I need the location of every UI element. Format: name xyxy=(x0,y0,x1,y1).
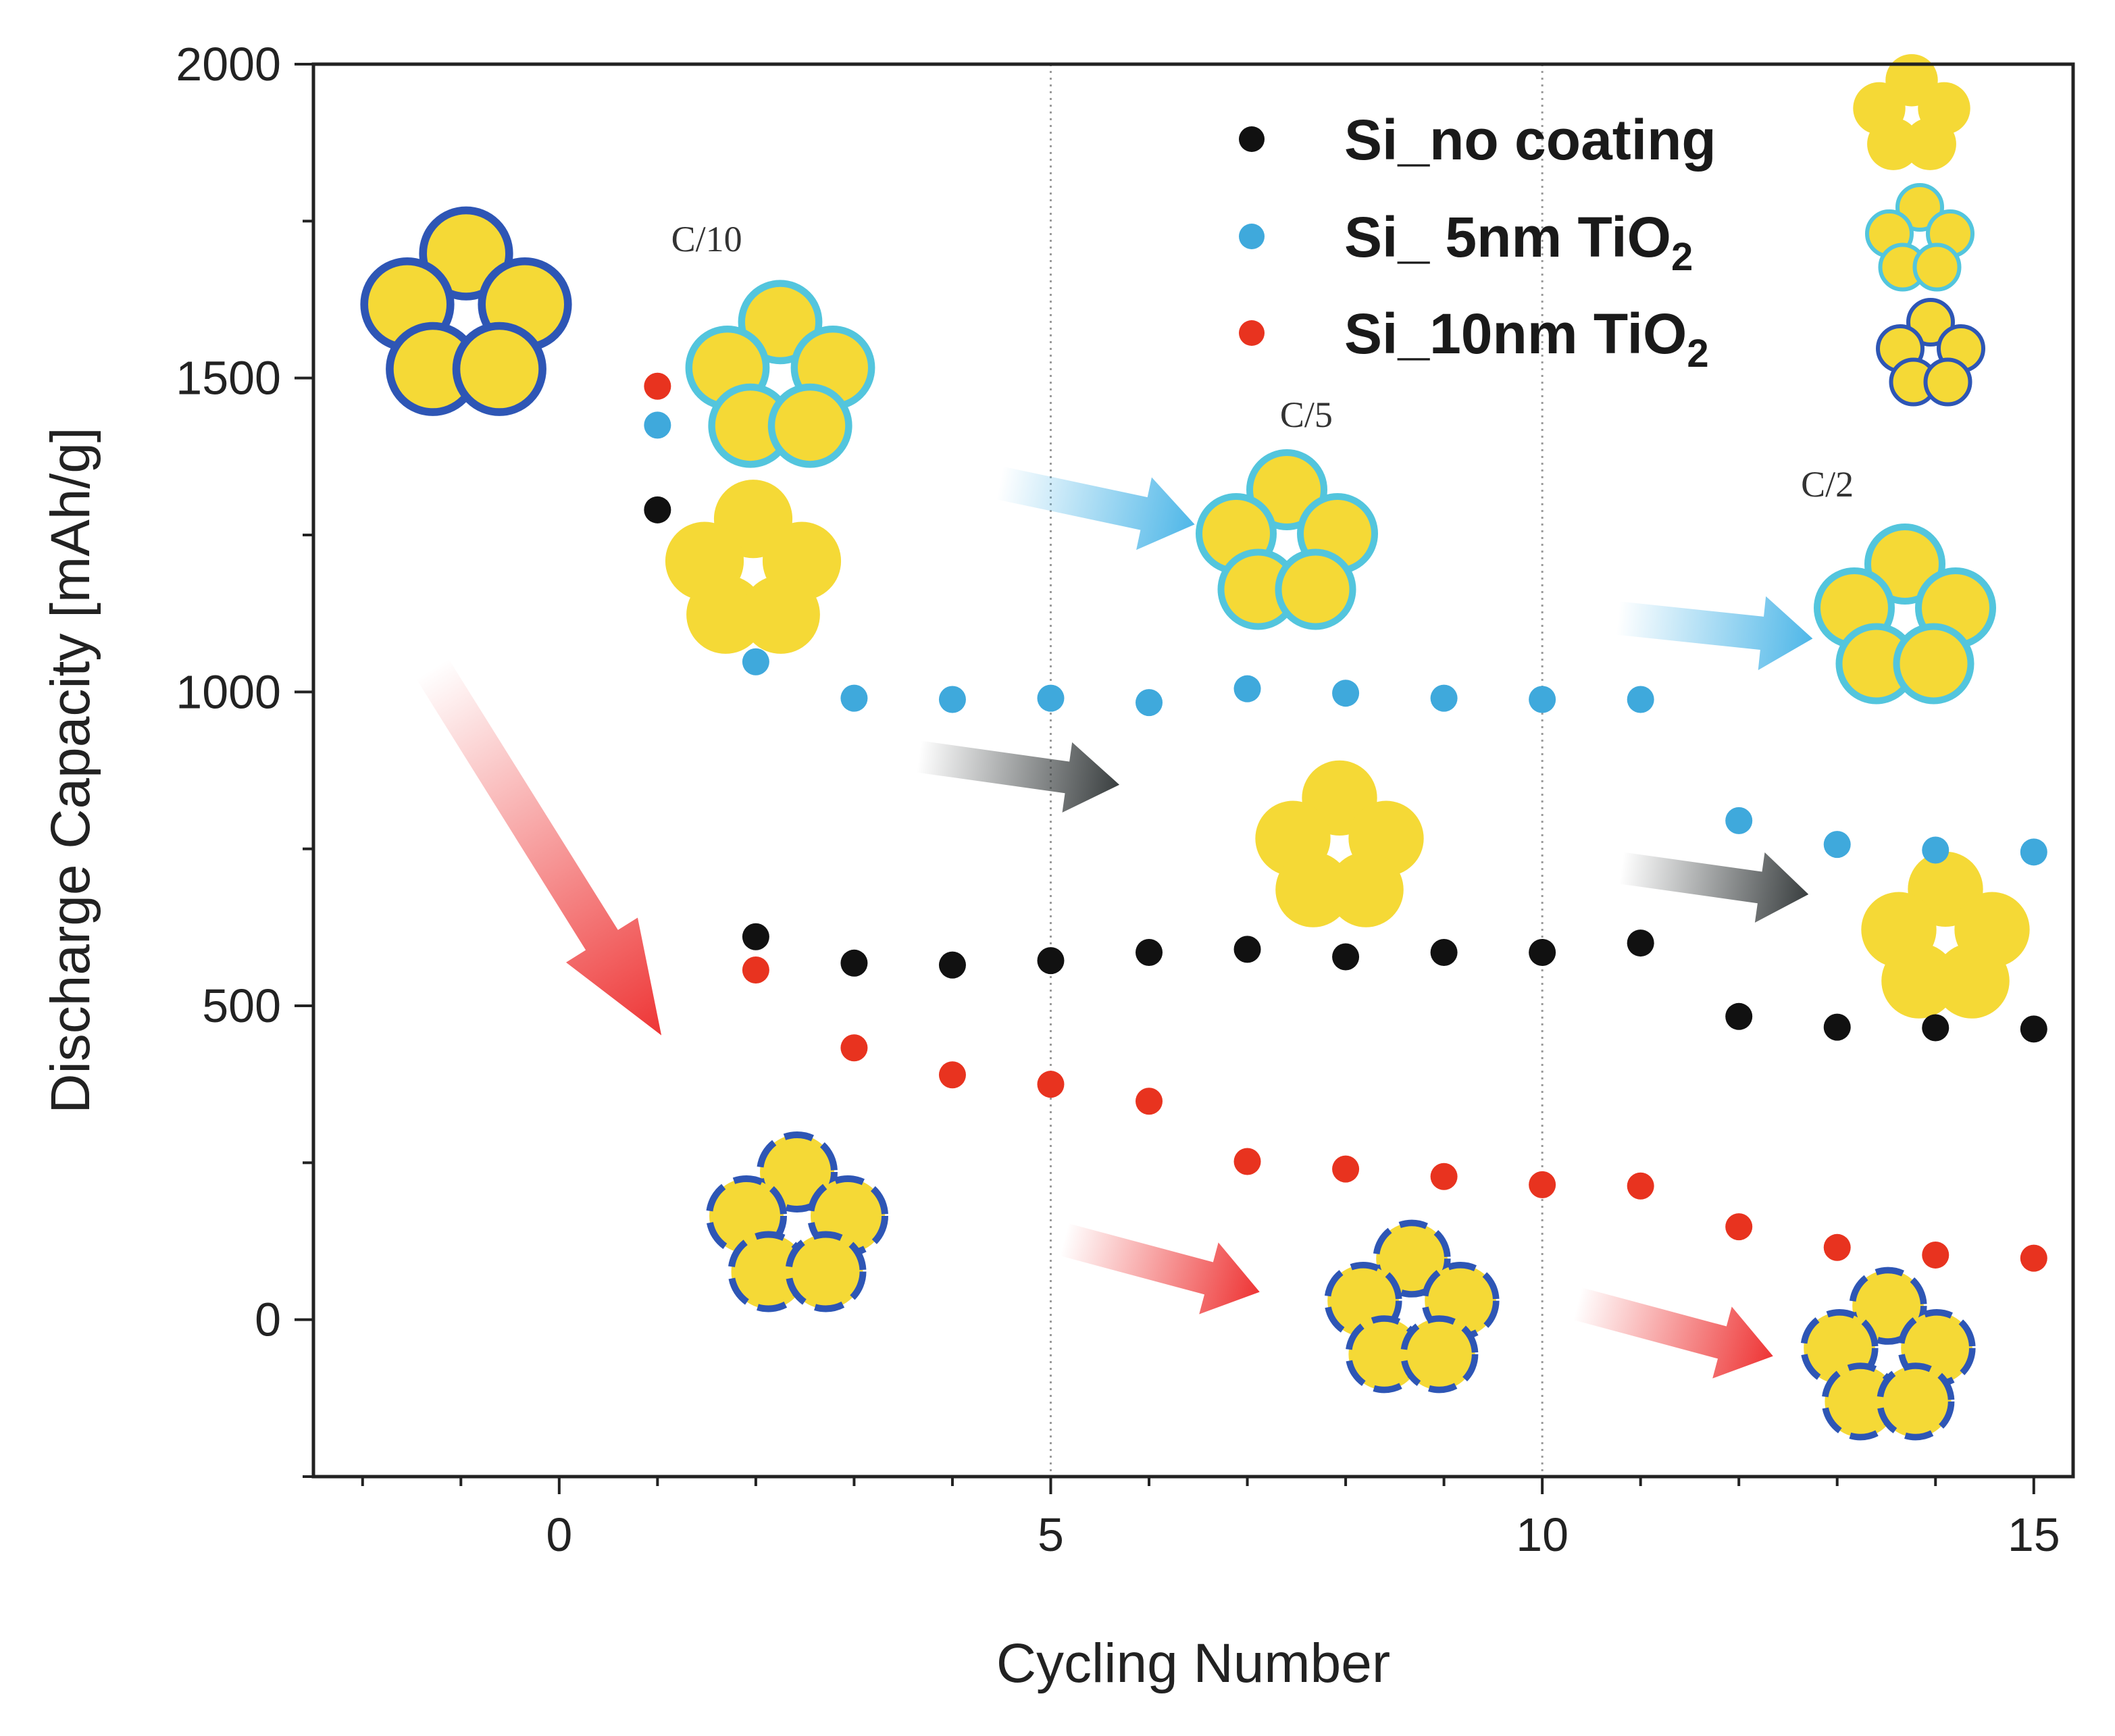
trend-arrow-icon xyxy=(1054,1203,1270,1328)
data-point xyxy=(644,411,671,439)
data-point xyxy=(1332,943,1360,971)
particle-cluster-icon xyxy=(1876,298,1985,407)
legend-label: Si_10nm TiO2 xyxy=(1344,302,1709,376)
series-points xyxy=(644,372,2047,1272)
data-point xyxy=(2020,1015,2047,1043)
y-tick-label: 1000 xyxy=(176,665,281,718)
data-point xyxy=(1233,936,1261,963)
illustrations: C/10 C/5 C/2 xyxy=(360,54,2030,1441)
data-point xyxy=(1233,1148,1261,1175)
particle-cluster-icon xyxy=(665,480,842,654)
data-point xyxy=(1725,1213,1753,1241)
plot-frame xyxy=(311,62,2075,1479)
data-point xyxy=(1037,947,1065,975)
data-point xyxy=(1136,1088,1163,1115)
legend-marker xyxy=(1239,126,1265,152)
legend-marker xyxy=(1239,320,1265,346)
particle-cluster-icon xyxy=(1800,1267,1976,1441)
data-point xyxy=(938,686,966,713)
particle-cluster-icon xyxy=(1814,524,1996,705)
particle-cluster-icon xyxy=(1255,760,1424,927)
data-point xyxy=(1430,1163,1458,1190)
data-point xyxy=(1922,836,1950,864)
x-tick-label: 5 xyxy=(1038,1508,1064,1561)
data-point xyxy=(840,949,868,977)
data-point xyxy=(1529,686,1556,713)
legend-label: Si_no coating xyxy=(1344,108,1716,172)
data-point xyxy=(644,372,671,400)
data-point xyxy=(1332,680,1360,707)
legend-marker xyxy=(1239,224,1265,249)
data-point xyxy=(1037,1071,1065,1098)
data-point xyxy=(1823,1233,1851,1261)
series-points xyxy=(644,411,2047,866)
trend-arrow-icon xyxy=(396,646,698,1058)
particle-cluster-icon xyxy=(1853,54,1970,170)
data-point xyxy=(1233,675,1261,703)
data-point xyxy=(1332,1155,1360,1183)
data-point xyxy=(1529,1171,1556,1198)
data-point xyxy=(1922,1241,1950,1269)
data-point xyxy=(1823,1013,1851,1041)
particle-cluster-icon xyxy=(1861,851,2030,1019)
trend-arrow-icon xyxy=(1614,581,1817,676)
series-points xyxy=(644,496,2047,1043)
data-point xyxy=(1823,831,1851,859)
rate-label: C/5 xyxy=(1280,394,1333,435)
data-point xyxy=(1136,939,1163,967)
particle-cluster-icon xyxy=(1865,183,1974,292)
data-point xyxy=(742,923,769,950)
data-point xyxy=(742,956,769,984)
y-tick-label: 2000 xyxy=(176,38,281,91)
data-point xyxy=(2020,838,2047,866)
data-point xyxy=(1627,1172,1654,1200)
trend-arrow-icon xyxy=(1616,833,1814,929)
particle-cluster-icon xyxy=(1324,1219,1500,1394)
rate-label: C/10 xyxy=(671,219,742,259)
data-point xyxy=(938,1061,966,1089)
x-tick-label: 0 xyxy=(546,1508,572,1561)
data-point xyxy=(1529,939,1556,967)
data-point xyxy=(1725,807,1753,834)
legend-entry: Si_10nm TiO2 xyxy=(1239,302,1709,376)
data-point xyxy=(938,951,966,979)
y-tick-label: 0 xyxy=(255,1294,281,1346)
data-point xyxy=(1627,929,1654,957)
data-point xyxy=(840,1034,868,1062)
legend-entry: Si_no coating xyxy=(1239,108,1716,172)
particle-cluster-icon xyxy=(1196,449,1378,630)
y-axis-title: Discharge Capacity [mAh/g] xyxy=(40,427,101,1113)
particle-cluster-icon xyxy=(685,280,875,468)
x-tick-label: 15 xyxy=(2008,1508,2060,1561)
data-point xyxy=(1627,686,1654,713)
data-point xyxy=(840,684,868,712)
data-point xyxy=(1430,939,1458,967)
data-point xyxy=(1037,684,1065,712)
trend-arrow-icon xyxy=(1567,1267,1783,1392)
data-point xyxy=(1725,1002,1753,1030)
legend-label: Si_ 5nm TiO2 xyxy=(1344,205,1693,279)
legend: Si_no coating Si_ 5nm TiO2 Si_10nm TiO2 xyxy=(1239,108,1716,376)
x-axis-title: Cycling Number xyxy=(996,1633,1390,1694)
data-point xyxy=(1430,684,1458,712)
trend-arrow-icon xyxy=(913,721,1125,820)
data-point xyxy=(2020,1244,2047,1272)
data-point xyxy=(742,648,769,675)
rate-label: C/2 xyxy=(1801,464,1854,505)
particle-cluster-icon xyxy=(360,206,572,416)
data-point xyxy=(1136,689,1163,717)
y-tick-label: 1500 xyxy=(176,352,281,405)
legend-entry: Si_ 5nm TiO2 xyxy=(1239,205,1693,279)
data-point xyxy=(1922,1014,1950,1042)
x-tick-label: 10 xyxy=(1516,1508,1569,1561)
data-point xyxy=(644,496,671,524)
y-tick-label: 500 xyxy=(202,979,281,1032)
particle-cluster-icon xyxy=(706,1131,888,1312)
trend-arrow-icon xyxy=(992,446,1202,561)
